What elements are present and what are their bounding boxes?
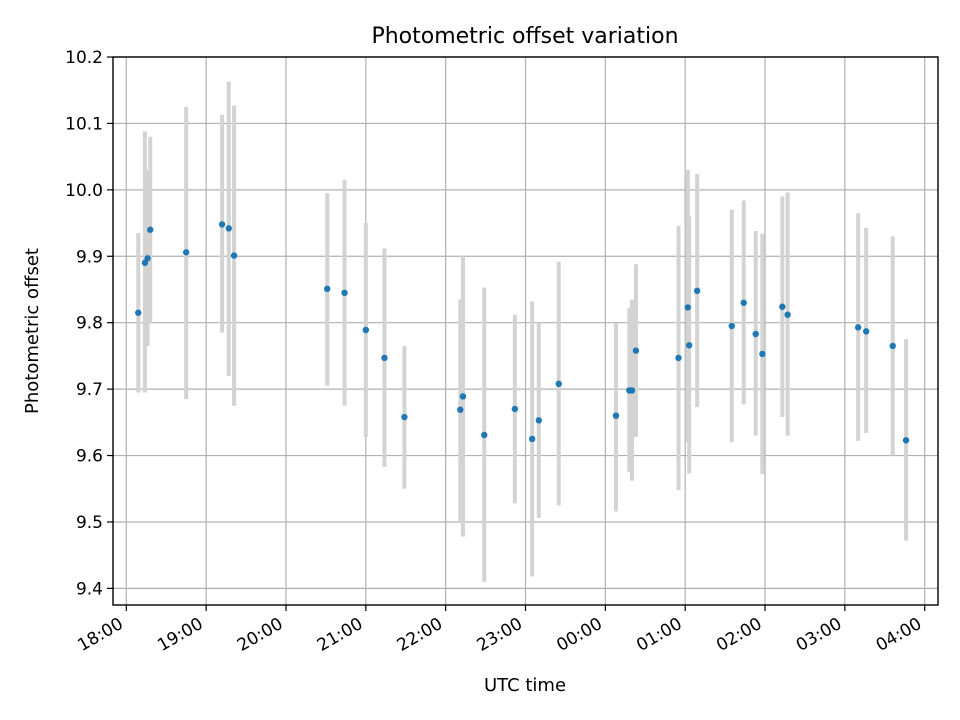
y-tick-label: 9.5 (76, 513, 103, 533)
y-tick-label: 10.1 (65, 114, 103, 134)
x-tick-label: 22:00 (394, 614, 446, 656)
x-axis-label: UTC time (484, 675, 566, 696)
x-tick-label: 03:00 (793, 614, 845, 656)
data-point (612, 412, 620, 419)
error-bars (136, 81, 909, 582)
data-point (862, 328, 870, 335)
data-point (889, 342, 896, 350)
data-point (459, 393, 467, 400)
data-point (784, 311, 791, 318)
data-point (854, 324, 862, 331)
data-point (728, 322, 735, 330)
x-tick-label: 02:00 (713, 614, 765, 656)
y-tick-label: 9.4 (76, 579, 103, 599)
data-point (752, 330, 759, 338)
data-point (902, 437, 910, 444)
x-tick-label: 04:00 (873, 614, 925, 656)
data-point (341, 289, 348, 297)
data-point (779, 303, 786, 310)
y-tick-label: 9.9 (76, 247, 103, 267)
data-point (135, 309, 142, 316)
data-point (324, 285, 331, 293)
y-axis-ticks: 9.4 9.5 9.6 9.7 9.8 9.9 10.0 10.1 10.2 (65, 48, 113, 599)
y-axis-label: Photometric offset (22, 248, 43, 414)
data-point (457, 406, 464, 413)
data-point (362, 326, 370, 334)
data-point (685, 342, 693, 349)
y-tick-label: 9.8 (76, 314, 103, 334)
y-tick-label: 9.6 (76, 447, 103, 467)
x-tick-label: 00:00 (553, 614, 605, 656)
data-point (675, 354, 682, 362)
data-point (144, 255, 151, 262)
x-tick-label: 21:00 (314, 614, 366, 656)
data-point (740, 299, 747, 306)
x-tick-label: 23:00 (474, 614, 526, 656)
data-point (632, 347, 640, 354)
data-point (628, 387, 636, 394)
x-tick-label: 18:00 (74, 614, 126, 656)
data-point (147, 226, 154, 233)
data-point (481, 431, 488, 439)
data-point (528, 435, 536, 443)
x-tick-label: 01:00 (633, 614, 685, 656)
y-tick-label: 9.7 (76, 380, 103, 400)
data-point (381, 354, 388, 362)
grid (113, 56, 938, 605)
data-point (401, 413, 408, 421)
data-point (759, 350, 766, 358)
x-tick-label: 19:00 (154, 614, 206, 656)
y-tick-label: 10.0 (65, 181, 103, 201)
y-tick-label: 10.2 (65, 48, 103, 68)
data-point (511, 405, 519, 413)
x-axis-ticks: 18:00 19:00 20:00 21:00 22:00 23:00 00:00 01:00… (74, 605, 926, 656)
x-tick-label: 20:00 (234, 614, 286, 656)
data-point (182, 249, 190, 256)
data-point (225, 225, 232, 232)
chart-title: Photometric offset variation (371, 24, 678, 49)
data-point (141, 259, 149, 267)
data-point (218, 221, 226, 228)
data-point (555, 380, 562, 388)
data-point (535, 417, 543, 424)
data-point (684, 304, 692, 311)
data-points (135, 221, 910, 444)
data-point (693, 287, 701, 295)
data-point (230, 252, 238, 259)
